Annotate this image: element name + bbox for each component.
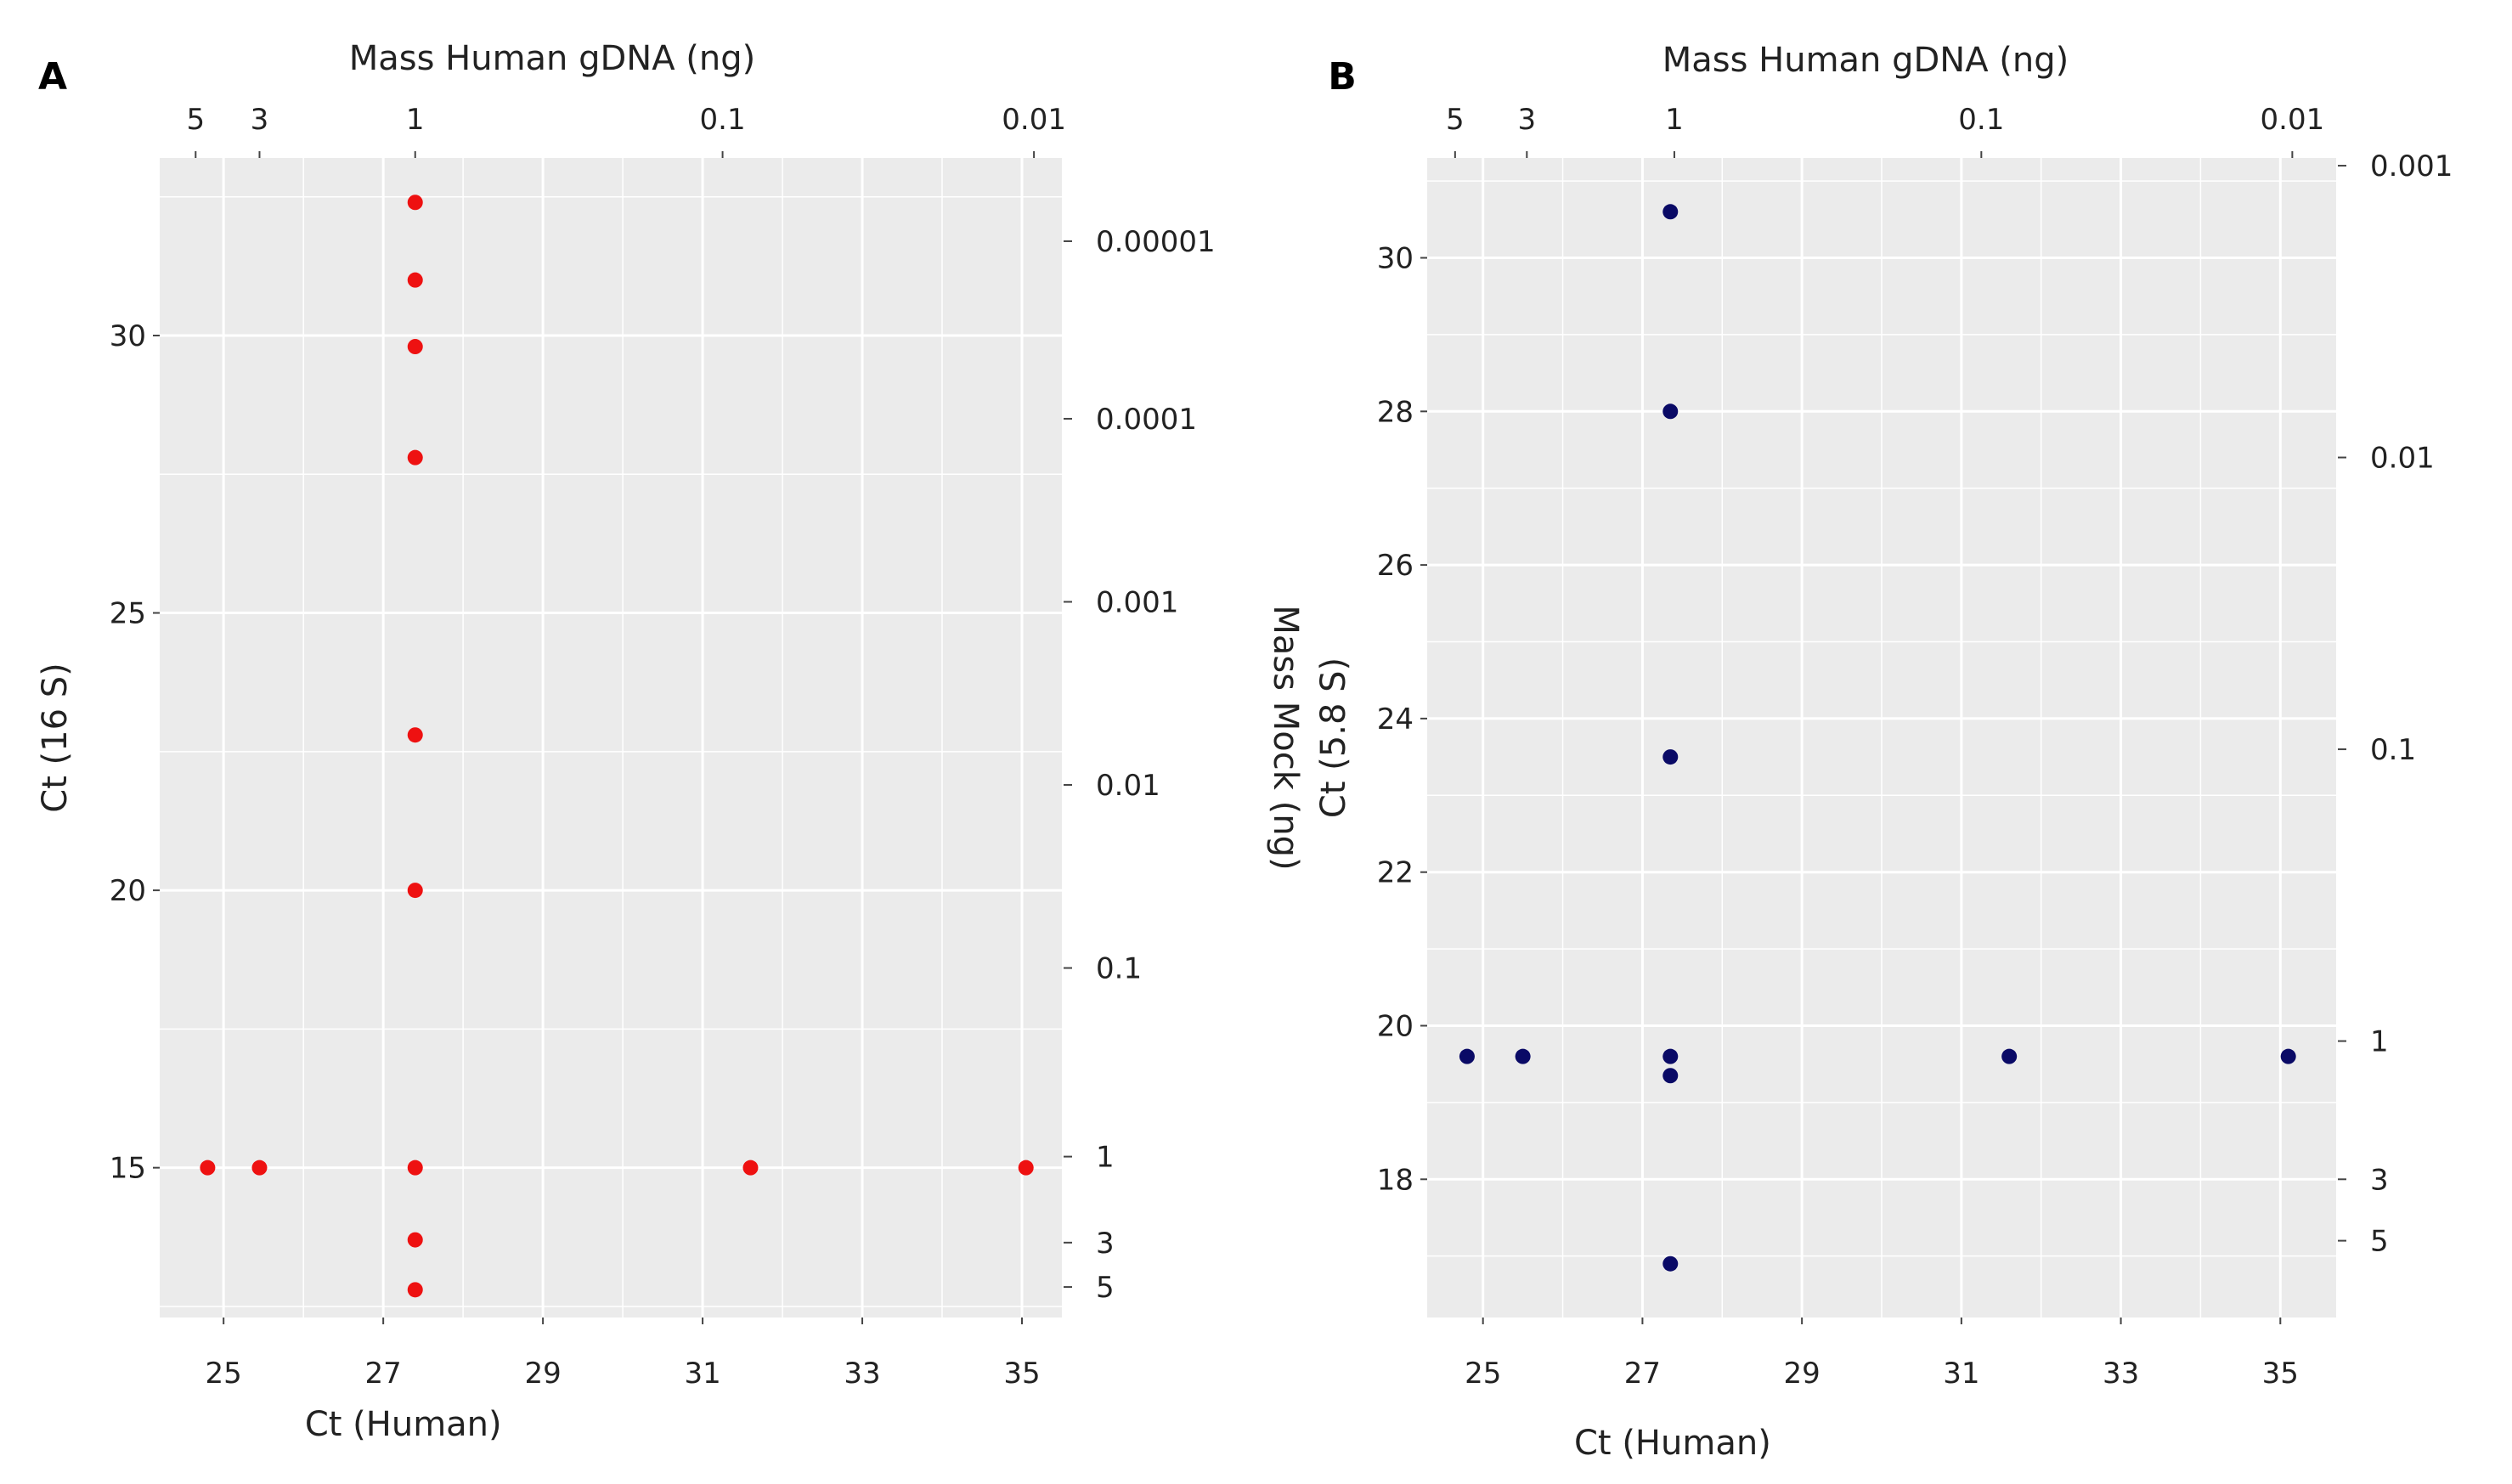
x-tick-label: 27 — [365, 1357, 402, 1391]
top-tick-label: 3 — [1518, 103, 1537, 137]
y-tick-label: 24 — [1377, 703, 1414, 736]
data-point — [407, 1232, 423, 1248]
data-point — [1515, 1048, 1531, 1064]
data-point — [407, 195, 423, 211]
x-tick-label: 29 — [1784, 1357, 1820, 1391]
right-tick-label: 0.00001 — [1096, 225, 1216, 259]
data-point — [407, 1160, 423, 1176]
data-point — [2001, 1048, 2018, 1064]
top-axis-title: Mass Human gDNA (ng) — [1662, 41, 2069, 80]
top-tick-label: 1 — [1665, 103, 1684, 137]
data-point — [1662, 1048, 1679, 1064]
data-point — [200, 1160, 216, 1176]
data-point — [407, 1282, 423, 1298]
y-tick-label: 18 — [1377, 1163, 1414, 1197]
y-tick-label: 30 — [110, 319, 146, 353]
x-axis-title: Ct (Human) — [1574, 1424, 1771, 1463]
top-tick-label: 0.01 — [1002, 103, 1066, 137]
y-tick-label: 15 — [110, 1152, 146, 1186]
right-tick-label: 0.1 — [2370, 733, 2416, 767]
right-tick-label: 0.0001 — [1096, 403, 1197, 437]
data-point — [407, 272, 423, 288]
data-point — [2280, 1048, 2296, 1064]
right-axis-title: Mass Mock (ng) — [1266, 605, 1305, 870]
x-tick-label: 35 — [2262, 1357, 2299, 1391]
top-tick-label: 1 — [406, 103, 425, 137]
top-tick-label: 5 — [1446, 103, 1465, 137]
right-tick-label: 3 — [1096, 1227, 1115, 1261]
y-axis-title: Ct (16 S) — [36, 663, 75, 813]
y-tick-label: 20 — [110, 874, 146, 908]
x-tick-label: 33 — [2103, 1357, 2139, 1391]
x-tick-label: 25 — [1465, 1357, 1501, 1391]
top-axis-title: Mass Human gDNA (ng) — [349, 39, 756, 78]
x-tick-label: 29 — [524, 1357, 561, 1391]
x-tick-label: 31 — [1943, 1357, 1979, 1391]
right-tick-label: 5 — [1096, 1271, 1115, 1305]
panel-label: B — [1328, 55, 1357, 99]
x-tick-label: 25 — [206, 1357, 242, 1391]
y-tick-label: 26 — [1377, 549, 1414, 583]
right-tick-label: 5 — [2370, 1225, 2389, 1259]
y-tick-label: 22 — [1377, 856, 1414, 890]
top-tick-label: 0.1 — [700, 103, 746, 137]
data-point — [1018, 1160, 1034, 1176]
data-point — [407, 339, 423, 355]
top-tick-label: 5 — [186, 103, 205, 137]
right-tick-label: 0.001 — [1096, 585, 1178, 619]
y-tick-label: 20 — [1377, 1009, 1414, 1043]
x-tick-label: 31 — [684, 1357, 720, 1391]
data-point — [407, 449, 423, 466]
y-tick-label: 30 — [1377, 242, 1414, 276]
data-point — [251, 1160, 268, 1176]
right-tick-label: 0.001 — [2370, 150, 2453, 183]
top-tick-label: 0.1 — [1958, 103, 2004, 137]
right-tick-label: 1 — [1096, 1141, 1115, 1175]
top-tick-label: 3 — [251, 103, 269, 137]
data-point — [407, 883, 423, 899]
data-point — [1662, 403, 1679, 420]
y-tick-label: 28 — [1377, 395, 1414, 429]
x-tick-label: 35 — [1003, 1357, 1040, 1391]
x-axis-title: Ct (Human) — [305, 1405, 502, 1444]
right-tick-label: 3 — [2370, 1163, 2389, 1197]
top-tick-label: 0.01 — [2261, 103, 2325, 137]
x-tick-label: 33 — [844, 1357, 880, 1391]
x-tick-label: 27 — [1624, 1357, 1661, 1391]
y-axis-title: Ct (5.8 S) — [1314, 657, 1353, 818]
data-point — [1662, 1255, 1679, 1272]
data-point — [1662, 1068, 1679, 1084]
data-point — [1662, 749, 1679, 765]
data-point — [1459, 1048, 1475, 1064]
y-tick-label: 25 — [110, 597, 146, 631]
right-tick-label: 0.1 — [1096, 952, 1142, 986]
plot-background — [160, 158, 1062, 1318]
data-point — [742, 1160, 759, 1176]
data-point — [407, 727, 423, 743]
right-tick-label: 0.01 — [2370, 442, 2435, 476]
data-point — [1662, 204, 1679, 220]
right-tick-label: 0.01 — [1096, 769, 1160, 803]
panel-label: A — [38, 55, 67, 99]
right-tick-label: 1 — [2370, 1025, 2389, 1059]
